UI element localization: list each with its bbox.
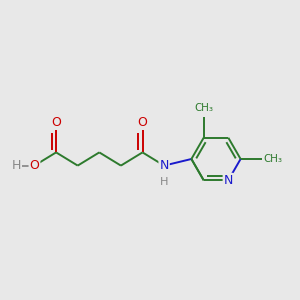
Text: CH₃: CH₃ xyxy=(194,103,213,113)
Text: O: O xyxy=(30,159,39,172)
Text: O: O xyxy=(51,116,61,129)
Text: N: N xyxy=(159,159,169,172)
Text: H: H xyxy=(160,177,168,187)
Text: CH₃: CH₃ xyxy=(263,154,282,164)
Text: N: N xyxy=(224,174,233,187)
Text: H: H xyxy=(12,159,21,172)
Text: O: O xyxy=(138,116,147,129)
